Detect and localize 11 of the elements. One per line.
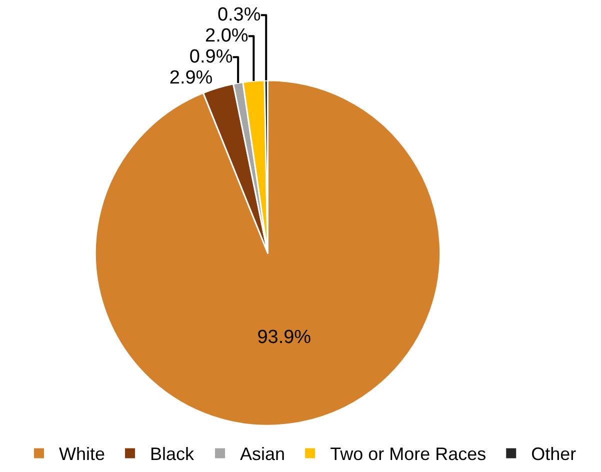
data-label: 0.3% (217, 4, 261, 26)
pie-slice (202, 83, 268, 254)
data-label: 2.0% (205, 26, 248, 47)
legend-label: White (59, 444, 106, 464)
legend-label: Black (150, 444, 196, 464)
legend-label: Two or More Races (330, 444, 486, 464)
data-label: 2.9% (169, 68, 213, 89)
data-label: 0.9% (189, 46, 233, 68)
legend-label: Other (531, 444, 576, 464)
legend-label: Asian (240, 444, 286, 464)
data-label: 93.9% (257, 327, 312, 348)
